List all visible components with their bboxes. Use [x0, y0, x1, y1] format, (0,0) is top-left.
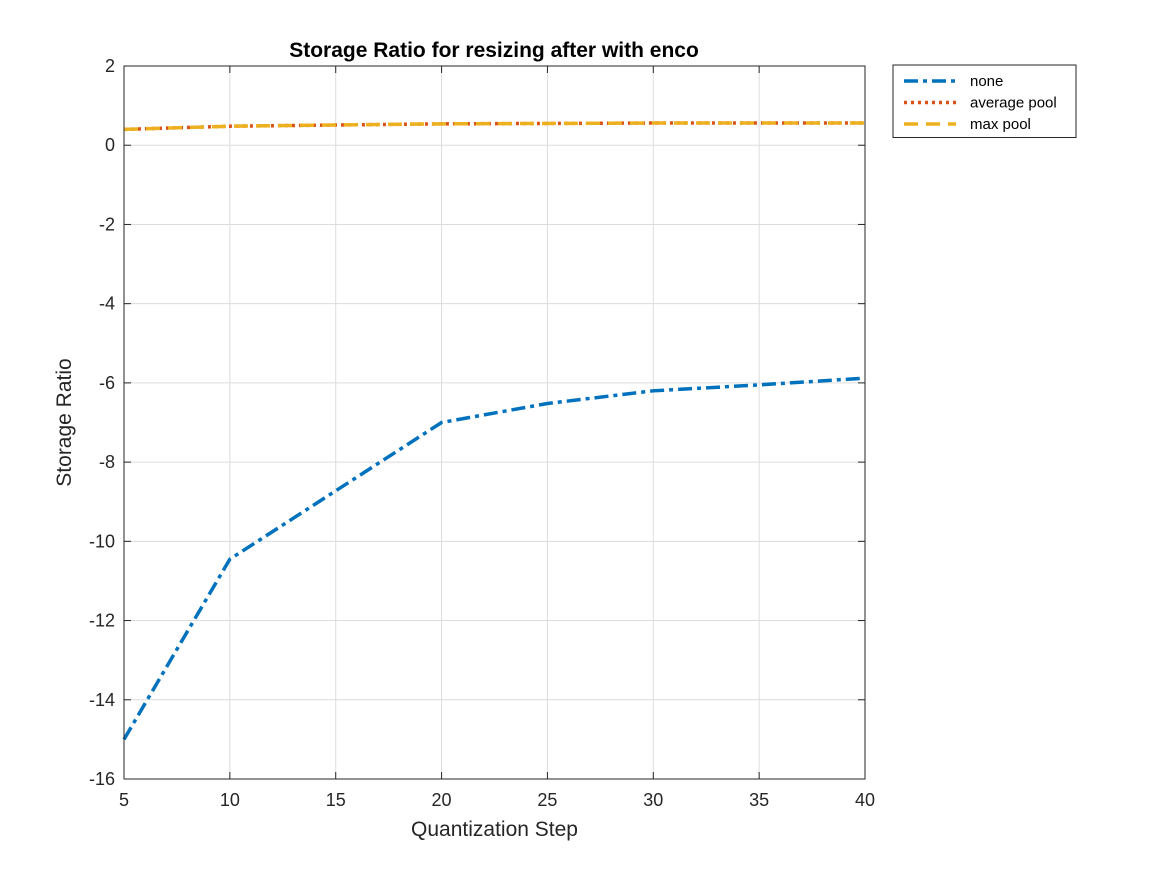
plot-area: 5 10 15 20 25 30 35 40 -16 -14 -12 -10 -8 -6 -4 -2 0 2 [89, 56, 875, 810]
x-tick-label: 40 [855, 790, 875, 810]
y-tick-label: -12 [89, 611, 115, 631]
y-tick-label: -10 [89, 531, 115, 551]
axes-background [124, 66, 865, 779]
series-lines [122, 121, 866, 741]
y-tick-label: -4 [99, 294, 115, 314]
x-tick-label: 30 [643, 790, 663, 810]
y-tick-label: -14 [89, 690, 115, 710]
axis-ticks: 5 10 15 20 25 30 35 40 -16 -14 -12 -10 -8 -6 -4 -2 0 2 [89, 56, 875, 810]
y-tick-label: -8 [99, 452, 115, 472]
y-tick-label: -16 [89, 769, 115, 789]
y-tick-label: -6 [99, 373, 115, 393]
x-tick-label: 10 [220, 790, 240, 810]
legend-label: max pool [970, 116, 1031, 133]
x-tick-label: 5 [119, 790, 129, 810]
series-line-max-pool [123, 121, 865, 132]
x-tick-label: 35 [749, 790, 769, 810]
axes-frame [123, 65, 866, 780]
chart-title: Storage Ratio for resizing after with en… [289, 39, 699, 62]
y-tick-label: -2 [99, 214, 115, 234]
series-line-none [122, 376, 866, 741]
x-axis-title: Quantization Step [411, 818, 578, 841]
x-tick-label: 15 [326, 790, 346, 810]
y-axis-title: Storage Ratio [53, 358, 76, 486]
series-line-average-pool [123, 121, 865, 132]
legend: none average pool max pool [892, 64, 1077, 138]
legend-label: average pool [970, 95, 1057, 112]
y-tick-label: 2 [105, 56, 115, 76]
legend-box [892, 64, 1077, 138]
x-tick-label: 20 [432, 790, 452, 810]
legend-label: none [970, 73, 1003, 90]
x-tick-label: 25 [537, 790, 557, 810]
y-tick-label: 0 [105, 135, 115, 155]
